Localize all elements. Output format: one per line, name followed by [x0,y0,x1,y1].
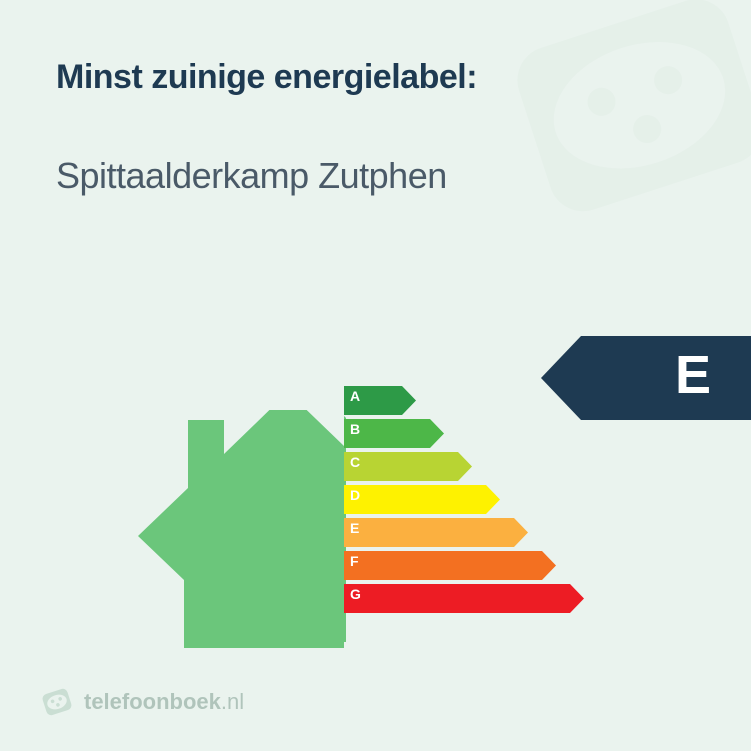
footer-brand-name: telefoonboek [84,689,221,714]
content-area: Minst zuinige energielabel: Spittaalderk… [0,0,751,197]
energy-bar-label: B [350,421,360,437]
energy-label-chart: A B C D E F G [138,376,618,646]
footer-brand-tld: .nl [221,689,244,714]
energy-bar-label: C [350,454,360,470]
page-subtitle: Spittaalderkamp Zutphen [56,155,695,197]
energy-bar-label: D [350,487,360,503]
energy-bar-label: A [350,388,360,404]
house-shape [138,410,344,648]
footer-text: telefoonboek.nl [84,689,244,715]
energy-bar-label: G [350,586,361,602]
footer-brand: telefoonboek.nl [40,685,244,719]
energy-result-letter: E [675,344,711,406]
page-title: Minst zuinige energielabel: [56,58,695,97]
energy-bar-label: F [350,553,359,569]
brand-icon [40,685,74,719]
energy-bar-label: E [350,520,359,536]
